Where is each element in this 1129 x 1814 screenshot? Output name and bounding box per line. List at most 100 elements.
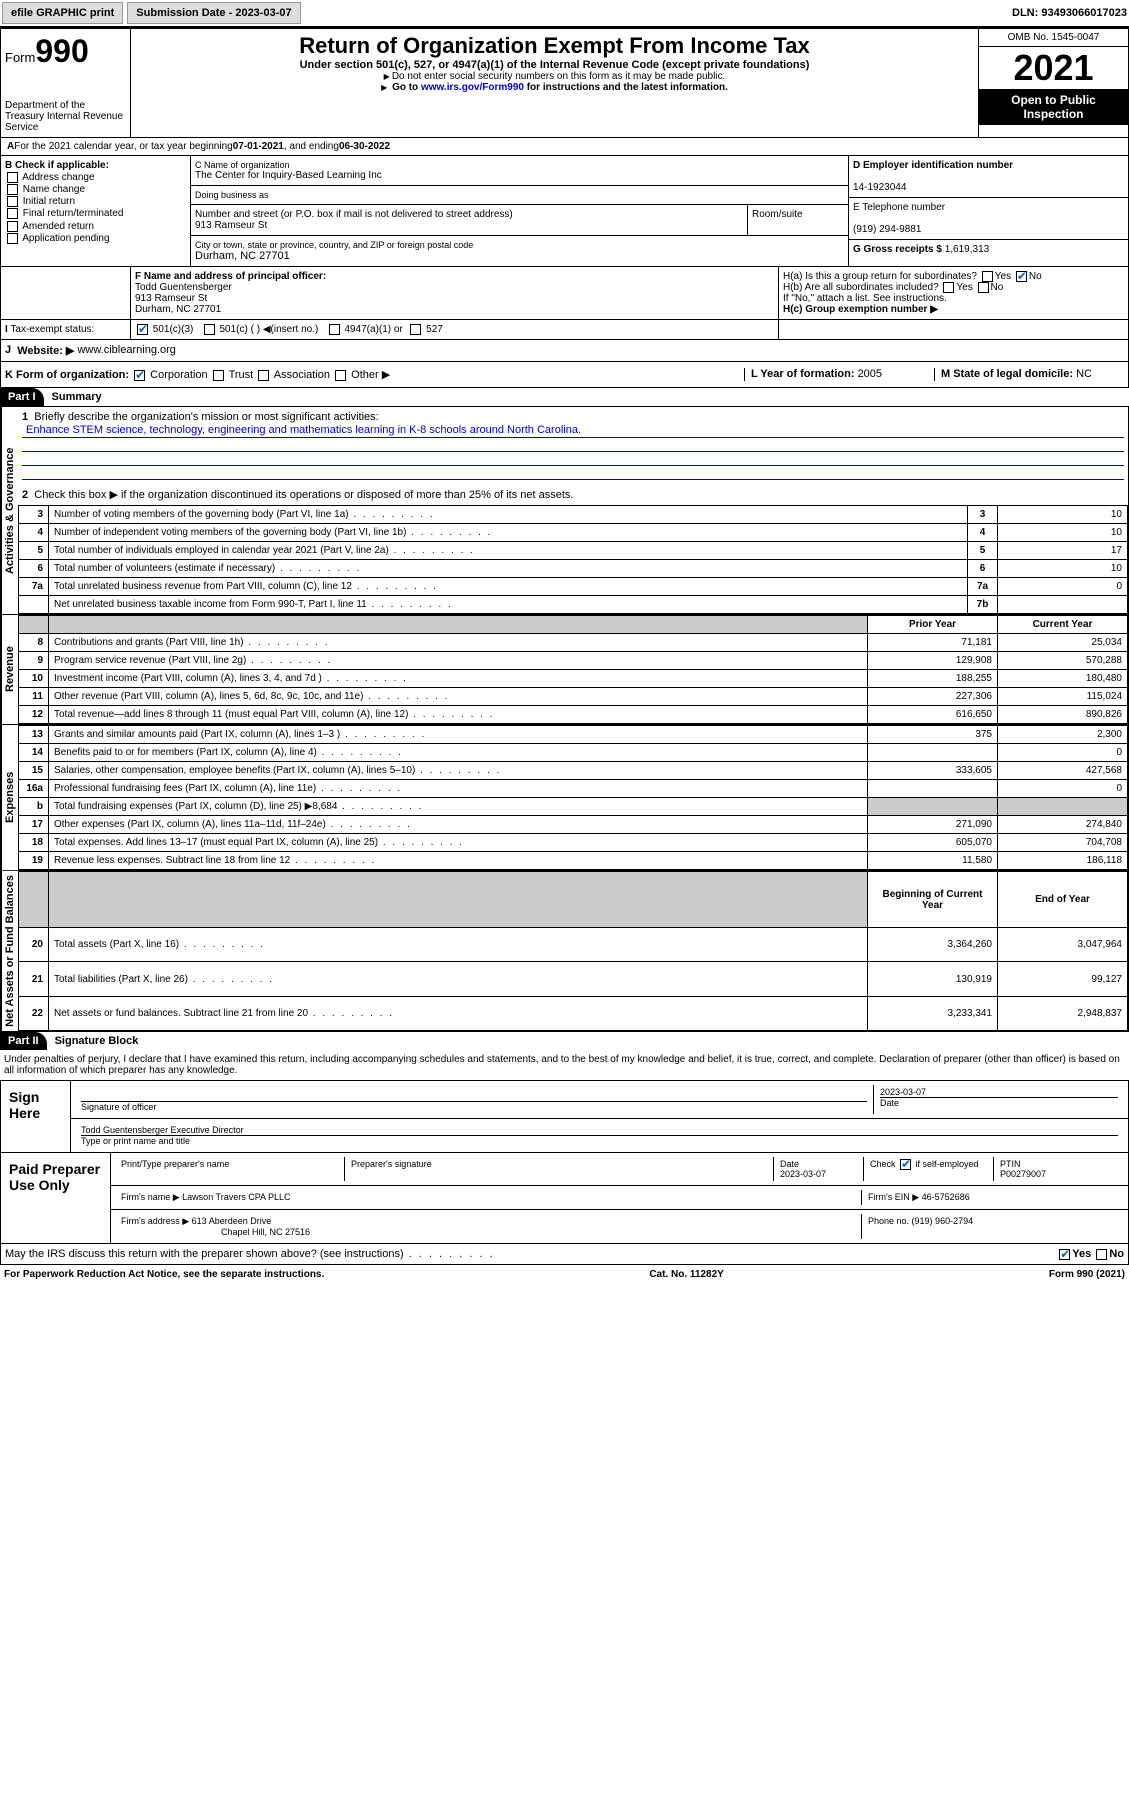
- row-desc: Program service revenue (Part VIII, line…: [49, 652, 868, 670]
- chk-initial-return[interactable]: [7, 196, 18, 207]
- netassets-table: Beginning of Current Year End of Year20 …: [18, 871, 1128, 1031]
- org-name: The Center for Inquiry-Based Learning In…: [195, 170, 844, 181]
- chk-address-change[interactable]: [7, 172, 18, 183]
- firm-addr1: 613 Aberdeen Drive: [192, 1216, 272, 1226]
- row-current: 274,840: [998, 816, 1128, 834]
- chk-trust[interactable]: [213, 370, 224, 381]
- ptin-label: PTIN: [1000, 1159, 1021, 1169]
- chk-501c[interactable]: [204, 324, 215, 335]
- self-employed-label: Check: [870, 1159, 898, 1169]
- opt-name-change: Name change: [23, 184, 85, 195]
- revenue-table: Prior Year Current Year8 Contributions a…: [18, 615, 1128, 724]
- form-title: Return of Organization Exempt From Incom…: [135, 33, 974, 59]
- row-num: 14: [19, 744, 49, 762]
- goto-pre: Go to: [392, 82, 421, 93]
- row-num: 7a: [19, 578, 49, 596]
- chk-self-employed[interactable]: [900, 1159, 911, 1170]
- row-num: [19, 596, 49, 614]
- firm-ein: 46-5752686: [922, 1192, 970, 1202]
- efile-print-button[interactable]: efile GRAPHIC print: [2, 2, 123, 24]
- row-prior: 605,070: [868, 834, 998, 852]
- part1-title: Summary: [44, 388, 110, 406]
- chk-application-pending[interactable]: [7, 233, 18, 244]
- row-num: 21: [19, 962, 49, 996]
- gross-label: G Gross receipts $: [853, 244, 945, 255]
- chk-other[interactable]: [335, 370, 346, 381]
- summary-netassets: Net Assets or Fund Balances Beginning of…: [0, 871, 1129, 1032]
- chk-ha-yes[interactable]: [982, 271, 993, 282]
- summary-governance: Activities & Governance 1 Briefly descri…: [0, 406, 1129, 615]
- officer-addr2: Durham, NC 27701: [135, 304, 221, 315]
- firm-addr2: Chapel Hill, NC 27516: [221, 1227, 310, 1237]
- instructions-link[interactable]: www.irs.gov/Form990: [421, 82, 524, 93]
- row-prior: 3,233,341: [868, 996, 998, 1030]
- form-ref: Form 990 (2021): [1049, 1269, 1125, 1280]
- q2: Check this box ▶ if the organization dis…: [34, 489, 573, 501]
- col-current: End of Year: [998, 872, 1128, 927]
- chk-name-change[interactable]: [7, 184, 18, 195]
- submission-date-box: Submission Date - 2023-03-07: [127, 2, 300, 24]
- form-subtitle: Under section 501(c), 527, or 4947(a)(1)…: [135, 59, 974, 71]
- row-prior: 333,605: [868, 762, 998, 780]
- row-desc: Number of voting members of the governin…: [49, 506, 968, 524]
- row-prior: 129,908: [868, 652, 998, 670]
- chk-may-no[interactable]: [1096, 1249, 1107, 1260]
- chk-corp[interactable]: [134, 370, 145, 381]
- form-header: Form990 Department of the Treasury Inter…: [0, 28, 1129, 138]
- chk-amended-return[interactable]: [7, 221, 18, 232]
- opt-4947: 4947(a)(1) or: [344, 324, 402, 335]
- chk-may-yes[interactable]: [1059, 1249, 1070, 1260]
- may-discuss-row: May the IRS discuss this return with the…: [0, 1244, 1129, 1265]
- firm-name: Lawson Travers CPA PLLC: [182, 1192, 290, 1202]
- row-desc: Grants and similar amounts paid (Part IX…: [49, 726, 868, 744]
- opt-final-return: Final return/terminated: [23, 209, 124, 220]
- part2-title: Signature Block: [47, 1032, 147, 1050]
- sig-date: 2023-03-07: [880, 1087, 1118, 1097]
- ha-no: No: [1029, 271, 1042, 282]
- col-current: Current Year: [998, 616, 1128, 634]
- hdr-blank2: [49, 616, 868, 634]
- may-yes: Yes: [1072, 1248, 1091, 1260]
- period-label: For the 2021 calendar year, or tax year …: [14, 141, 232, 152]
- chk-final-return[interactable]: [7, 208, 18, 219]
- chk-ha-no[interactable]: [1016, 271, 1027, 282]
- hdr-blank: [19, 616, 49, 634]
- row-desc: Total liabilities (Part X, line 26): [49, 962, 868, 996]
- row-num: 5: [19, 542, 49, 560]
- form-org-label: K Form of organization:: [5, 369, 129, 381]
- hb-no: No: [991, 282, 1004, 293]
- pra-notice: For Paperwork Reduction Act Notice, see …: [4, 1269, 324, 1280]
- row-prior: 3,364,260: [868, 927, 998, 961]
- side-revenue: Revenue: [1, 615, 18, 724]
- row-desc: Total number of individuals employed in …: [49, 542, 968, 560]
- row-prior: 227,306: [868, 688, 998, 706]
- chk-hb-yes[interactable]: [943, 282, 954, 293]
- period-begin: 07-01-2021: [233, 141, 284, 152]
- chk-assoc[interactable]: [258, 370, 269, 381]
- h-b: H(b) Are all subordinates included?: [783, 282, 939, 293]
- domicile-label: M State of legal domicile:: [941, 368, 1076, 380]
- chk-527[interactable]: [410, 324, 421, 335]
- footer: For Paperwork Reduction Act Notice, see …: [0, 1265, 1129, 1284]
- city-label: City or town, state or province, country…: [195, 240, 844, 250]
- preparer-name-label: Print/Type preparer's name: [115, 1157, 345, 1181]
- preparer-sig-label: Preparer's signature: [345, 1157, 774, 1181]
- row-prior: 375: [868, 726, 998, 744]
- chk-501c3[interactable]: [137, 324, 148, 335]
- row-num: 10: [19, 670, 49, 688]
- city-value: Durham, NC 27701: [195, 250, 844, 262]
- domicile: NC: [1076, 368, 1092, 380]
- row-box: 6: [968, 560, 998, 578]
- website-value: www.ciblearning.org: [77, 344, 175, 357]
- open-public-badge: Open to Public Inspection: [979, 89, 1128, 125]
- officer-name: Todd Guentensberger: [135, 282, 232, 293]
- tax-status-label: Tax-exempt status:: [10, 324, 94, 335]
- paid-preparer-label: Paid Preparer Use Only: [1, 1153, 111, 1243]
- row-desc: Professional fundraising fees (Part IX, …: [49, 780, 868, 798]
- side-expenses: Expenses: [1, 725, 18, 870]
- chk-hb-no[interactable]: [978, 282, 989, 293]
- row-num: 19: [19, 852, 49, 870]
- row-current: 25,034: [998, 634, 1128, 652]
- chk-4947[interactable]: [329, 324, 340, 335]
- row-current: 2,948,837: [998, 996, 1128, 1030]
